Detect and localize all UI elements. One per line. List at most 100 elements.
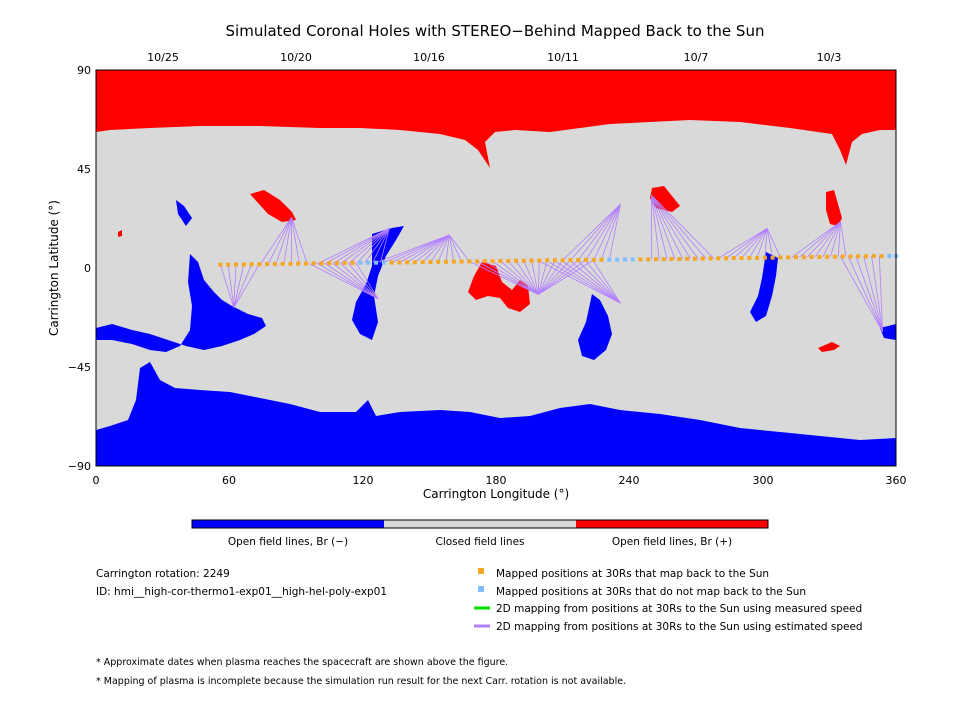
estimated-mapping-line — [537, 259, 579, 295]
mapped-back-point — [490, 259, 495, 264]
mapped-back-point — [451, 259, 456, 264]
mapped-back-point — [444, 259, 448, 264]
colorbar-label-negative: Open field lines, Br (−) — [228, 536, 348, 548]
x-ticks-top: 10/25 10/20 10/16 10/11 10/7 10/3 — [147, 51, 841, 64]
mapped-back-point — [405, 260, 410, 265]
estimated-mapping-line — [538, 259, 594, 295]
date-tick-label: 10/20 — [280, 51, 312, 64]
estimated-mapping-line — [537, 259, 571, 295]
estimated-mapping-line — [766, 228, 781, 258]
y-axis-label: Carrington Latitude (°) — [47, 200, 61, 336]
not-mapped-point — [622, 257, 627, 262]
mapped-back-point — [685, 256, 690, 261]
estimated-mapping-line — [484, 260, 539, 295]
positive-hole-185 — [468, 262, 530, 312]
mapped-back-point — [467, 259, 472, 264]
estimated-mapping-line — [347, 262, 379, 300]
legend-label-measured: 2D mapping from positions at 30Rs to the… — [496, 603, 862, 615]
estimated-mapping-line — [830, 221, 841, 257]
colorbar-positive — [576, 520, 768, 528]
south-negative-polar-region — [96, 362, 896, 466]
estimated-mapping-line — [309, 263, 379, 300]
mapped-back-point — [249, 262, 254, 267]
mapped-back-point — [265, 262, 270, 267]
run-info: Carrington rotation: 2249 ID: hmi__high-… — [96, 568, 387, 598]
x-tick-label: 240 — [619, 474, 640, 487]
mapped-back-point — [731, 256, 736, 261]
estimated-mapping-line — [840, 256, 884, 332]
estimated-mapping-line — [391, 234, 450, 263]
not-mapped-point — [358, 260, 363, 265]
x-tick-label: 360 — [886, 474, 907, 487]
estimated-mapping-line — [538, 260, 621, 304]
estimated-mapping-line — [406, 234, 450, 263]
estimated-mapping-line — [500, 260, 539, 295]
mapped-back-point — [825, 254, 830, 259]
mapped-back-point — [304, 261, 308, 266]
estimated-mapping-line — [414, 234, 450, 263]
mapped-back-point — [669, 256, 674, 261]
footnote: * Approximate dates when plasma reaches … — [96, 657, 508, 668]
estimated-mapping-line — [878, 256, 884, 332]
estimated-mapping-line — [220, 264, 235, 308]
estimated-mapping-line — [601, 204, 621, 260]
mapped-back-point — [568, 258, 573, 263]
mapped-back-point — [871, 254, 876, 259]
estimated-mapping-line — [233, 264, 245, 308]
estimated-mapping-line — [585, 203, 621, 261]
estimated-mapping-line — [333, 228, 390, 264]
mapped-back-point — [654, 257, 658, 262]
date-tick-label: 10/11 — [547, 51, 579, 64]
legend-label-not-mapped: Mapped positions at 30Rs that do not map… — [496, 586, 806, 598]
estimated-mapping-line — [537, 259, 587, 295]
estimated-mapping-line — [227, 264, 235, 308]
estimated-mapping-line — [847, 256, 884, 332]
not-mapped-point — [887, 253, 892, 258]
mapped-back-point — [389, 260, 394, 265]
x-axis-label: Carrington Longitude (°) — [423, 487, 569, 501]
legend-marker-mapped — [478, 568, 484, 574]
mapped-back-point — [692, 256, 697, 261]
north-positive-polar-region — [96, 70, 896, 168]
mapped-back-point — [716, 256, 721, 261]
mapped-back-point — [576, 258, 581, 263]
estimated-mapping-line — [445, 234, 450, 262]
estimated-mapping-line — [275, 217, 292, 265]
estimated-mapping-line — [651, 195, 699, 259]
mapped-back-point — [856, 254, 861, 259]
negative-hole-far-right — [880, 324, 896, 340]
estimated-mapping-line — [871, 256, 884, 332]
estimated-mapping-line — [291, 217, 308, 264]
footnote: * Mapping of plasma is incomplete becaus… — [96, 676, 626, 687]
y-tick-label: −45 — [68, 361, 91, 374]
estimated-mapping-line — [340, 262, 379, 300]
estimated-mapping-line — [764, 228, 768, 258]
estimated-mapping-line — [718, 228, 768, 259]
mapped-back-point — [809, 255, 814, 259]
mapped-back-point — [342, 260, 347, 265]
mapped-back-point — [879, 254, 884, 259]
estimated-mapping-line — [233, 264, 237, 308]
y-tick-label: 45 — [77, 163, 91, 176]
estimated-mapping-line — [537, 260, 540, 295]
mapped-back-point — [840, 254, 845, 259]
estimated-mapping-line — [840, 221, 847, 257]
legend-label-estimated: 2D mapping from positions at 30Rs to the… — [496, 621, 863, 633]
mapped-back-point — [436, 259, 441, 264]
colorbar-negative — [192, 520, 384, 528]
negative-hole-left — [96, 254, 266, 352]
mapped-back-point — [762, 255, 767, 260]
mapped-back-point — [801, 255, 806, 260]
estimated-mapping-line — [430, 234, 450, 263]
mapped-back-point — [700, 256, 705, 261]
negative-hole-left-small — [176, 200, 192, 226]
estimated-mapping-line — [569, 259, 621, 304]
positive-hole-tiny — [118, 230, 122, 237]
colorbar: Open field lines, Br (−) Closed field li… — [191, 519, 769, 548]
not-mapped-point — [374, 260, 378, 265]
estimated-mapping-line — [814, 221, 841, 258]
positive-hole-80 — [250, 190, 296, 222]
negative-hole-mid — [352, 226, 404, 340]
mapped-back-point — [739, 256, 744, 261]
